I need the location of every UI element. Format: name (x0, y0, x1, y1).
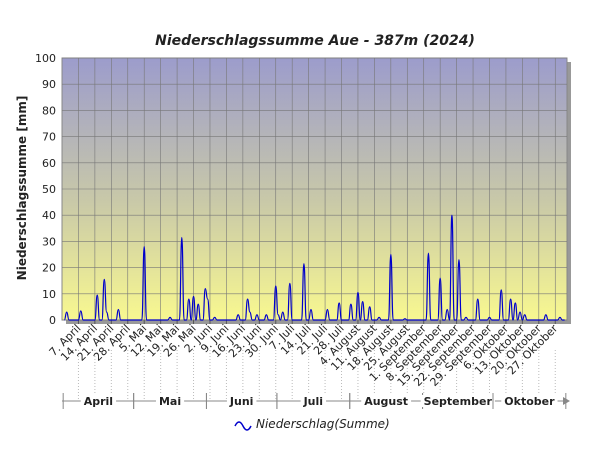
month-label-bg (420, 395, 495, 407)
y-tick-label: 0 (49, 314, 56, 327)
data-line (63, 214, 565, 321)
month-label: Mai (159, 395, 181, 408)
y-tick-label: 20 (42, 262, 56, 275)
legend-swatch (234, 421, 252, 431)
month-label-bg (361, 395, 412, 407)
month-label: April (84, 395, 113, 408)
month-label-bg (226, 395, 257, 407)
y-tick-label: 40 (42, 209, 56, 222)
y-tick-label: 70 (42, 131, 56, 144)
y-tick-label: 10 (42, 288, 56, 301)
y-tick-label: 100 (35, 52, 56, 65)
month-label-bg (501, 395, 558, 407)
y-tick-label: 30 (42, 235, 56, 248)
y-tick-label: 60 (42, 157, 56, 170)
month-label: Juli (303, 395, 323, 408)
month-label-bg (80, 395, 117, 407)
month-label: Oktober (504, 395, 555, 408)
y-tick-label: 90 (42, 78, 56, 91)
y-tick-label: 50 (42, 183, 56, 196)
legend-label: Niederschlag(Summe) (256, 417, 390, 431)
month-label: August (364, 395, 408, 408)
month-label-bg (155, 395, 185, 407)
chart-title: Niederschlagssumme Aue - 387m (2024) (155, 33, 475, 49)
month-label: September (424, 395, 493, 408)
month-label-bg (300, 395, 327, 407)
y-axis-label: Niederschlagssumme [mm] (15, 96, 29, 281)
y-tick-label: 80 (42, 104, 56, 117)
month-arrow (563, 397, 570, 405)
month-label: Juni (229, 395, 254, 408)
